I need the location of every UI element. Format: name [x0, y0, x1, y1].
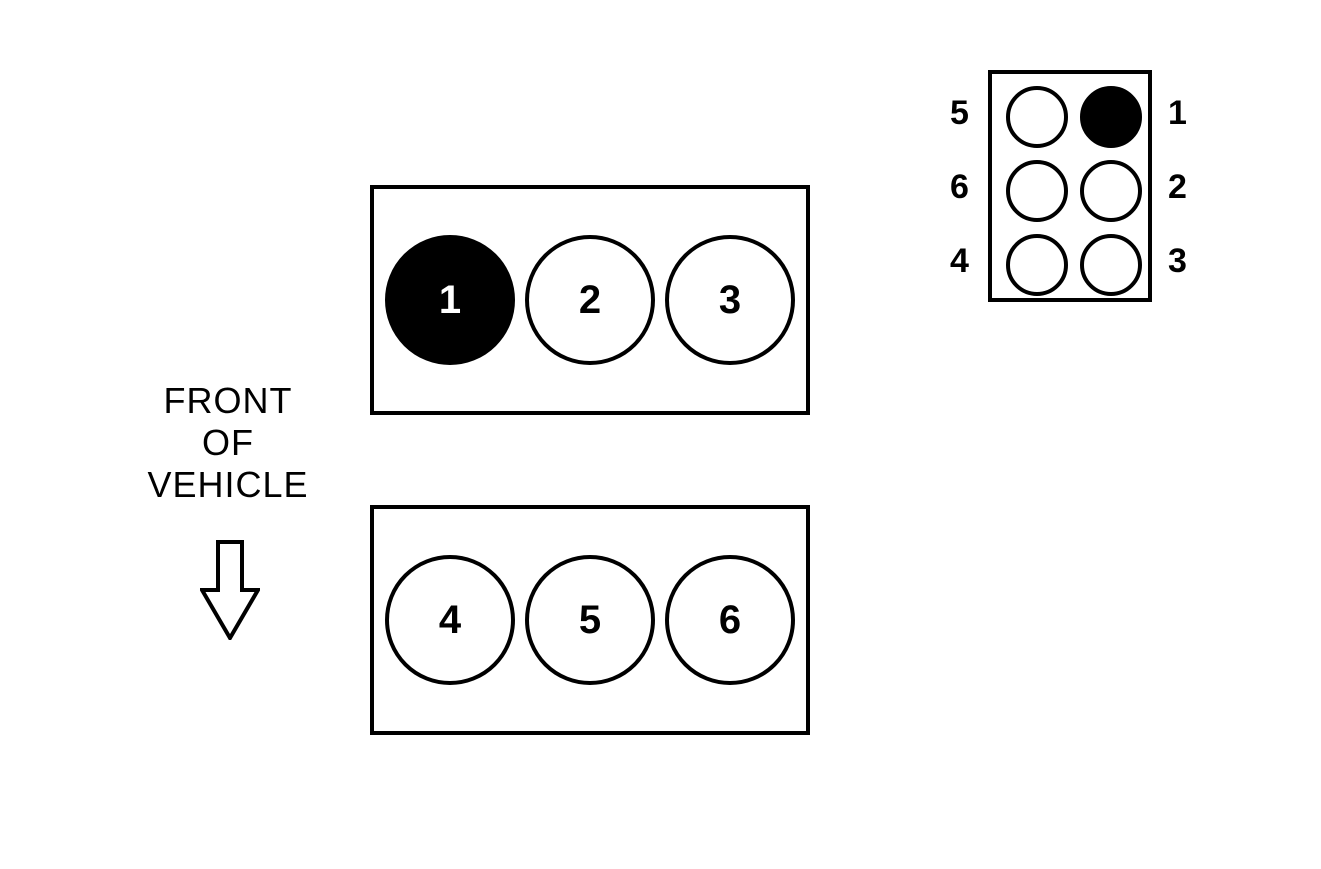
- down-arrow-icon: [200, 540, 260, 640]
- coil-pack-box: [988, 70, 1152, 302]
- coil-terminal: [1006, 160, 1068, 222]
- coil-terminal: [1080, 160, 1142, 222]
- cylinder: 5: [525, 555, 655, 685]
- cylinder: 2: [525, 235, 655, 365]
- front-label-line-1: FRONT: [128, 380, 328, 422]
- cylinder: 4: [385, 555, 515, 685]
- coil-terminal-label: 1: [1168, 94, 1187, 133]
- coil-terminal: [1080, 234, 1142, 296]
- cylinder: 1: [385, 235, 515, 365]
- front-label-line-3: VEHICLE: [128, 464, 328, 506]
- coil-terminal-label: 3: [1168, 242, 1187, 281]
- coil-terminal: [1006, 234, 1068, 296]
- cylinder-bank: 456: [370, 505, 810, 735]
- front-of-vehicle-label: FRONT OF VEHICLE: [128, 380, 328, 506]
- cylinder: 6: [665, 555, 795, 685]
- coil-terminal-label: 4: [950, 242, 969, 281]
- front-label-line-2: OF: [128, 422, 328, 464]
- coil-terminal-label: 2: [1168, 168, 1187, 207]
- coil-terminal-label: 5: [950, 94, 969, 133]
- coil-terminal-label: 6: [950, 168, 969, 207]
- coil-terminal: [1080, 86, 1142, 148]
- cylinder: 3: [665, 235, 795, 365]
- cylinder-bank: 123: [370, 185, 810, 415]
- coil-terminal: [1006, 86, 1068, 148]
